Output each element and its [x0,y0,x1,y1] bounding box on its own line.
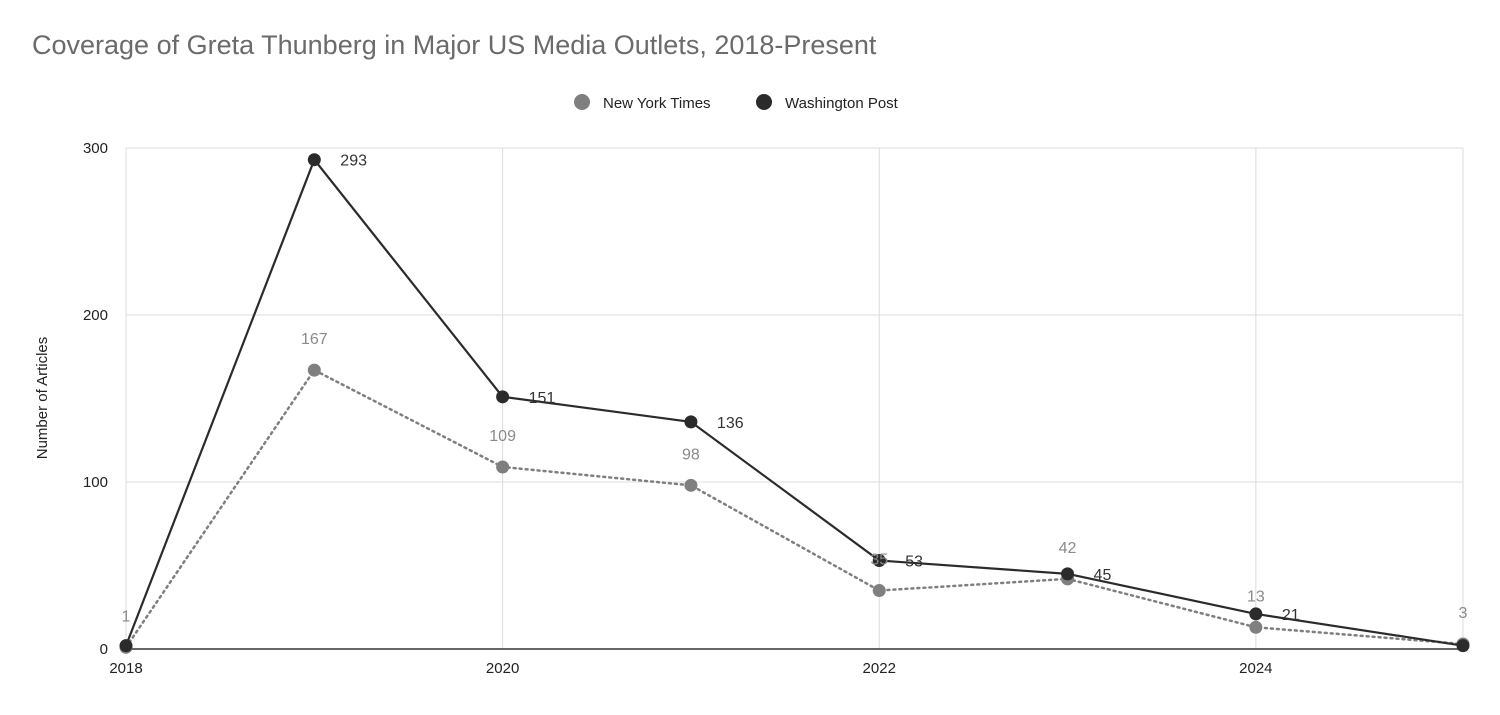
data-point [872,584,886,598]
x-tick-label: 2022 [863,660,896,677]
y-tick-label: 0 [100,641,108,658]
data-labels: 1 167 109 98 35 42 13 3 293 151 136 53 45 21 [122,153,1468,626]
data-label-nyt: 35 [870,552,888,569]
chart-title: Coverage of Greta Thunberg in Major US M… [32,30,877,60]
grid-lines [125,147,1464,649]
data-label-wapo: 293 [340,153,367,170]
x-tick-label: 2024 [1239,660,1272,677]
data-point [496,460,510,474]
data-point [119,639,133,653]
data-label-wapo: 151 [529,390,556,407]
data-label-nyt: 13 [1247,588,1265,605]
data-point [307,363,321,377]
data-label-nyt: 98 [682,446,700,463]
data-point [496,390,510,404]
y-axis-label: Number of Articles [34,337,51,460]
data-point [872,553,886,567]
data-label-wapo: 21 [1282,607,1300,624]
legend-marker [756,94,772,110]
series-lines [119,153,1470,654]
data-point [1456,639,1470,653]
y-tick-label: 300 [83,140,108,157]
legend-label: Washington Post [785,95,899,112]
data-point [1249,607,1263,621]
data-label-wapo: 53 [905,553,923,570]
data-point [307,153,321,167]
data-label-nyt: 3 [1459,605,1468,622]
data-label-wapo: 136 [717,415,744,432]
legend-label: New York Times [603,95,711,112]
data-point [684,415,698,429]
data-label-nyt: 42 [1059,540,1077,557]
legend: New York Times Washington Post [574,94,899,112]
x-tick-label: 2018 [109,660,142,677]
data-point [1249,620,1263,634]
axes: 0 100 200 300 2018 2020 2022 2024 [83,140,1463,677]
data-label-wapo: 45 [1094,567,1112,584]
y-tick-label: 200 [83,307,108,324]
data-label-nyt: 167 [301,331,328,348]
y-tick-label: 100 [83,474,108,491]
data-label-nyt: 1 [122,608,131,625]
legend-marker [574,94,590,110]
series-line-wapo [124,157,1464,647]
data-label-nyt: 109 [489,428,516,445]
x-tick-label: 2020 [486,660,519,677]
data-point [1061,567,1075,581]
data-point [684,478,698,492]
series-line-nyt [124,368,1465,649]
